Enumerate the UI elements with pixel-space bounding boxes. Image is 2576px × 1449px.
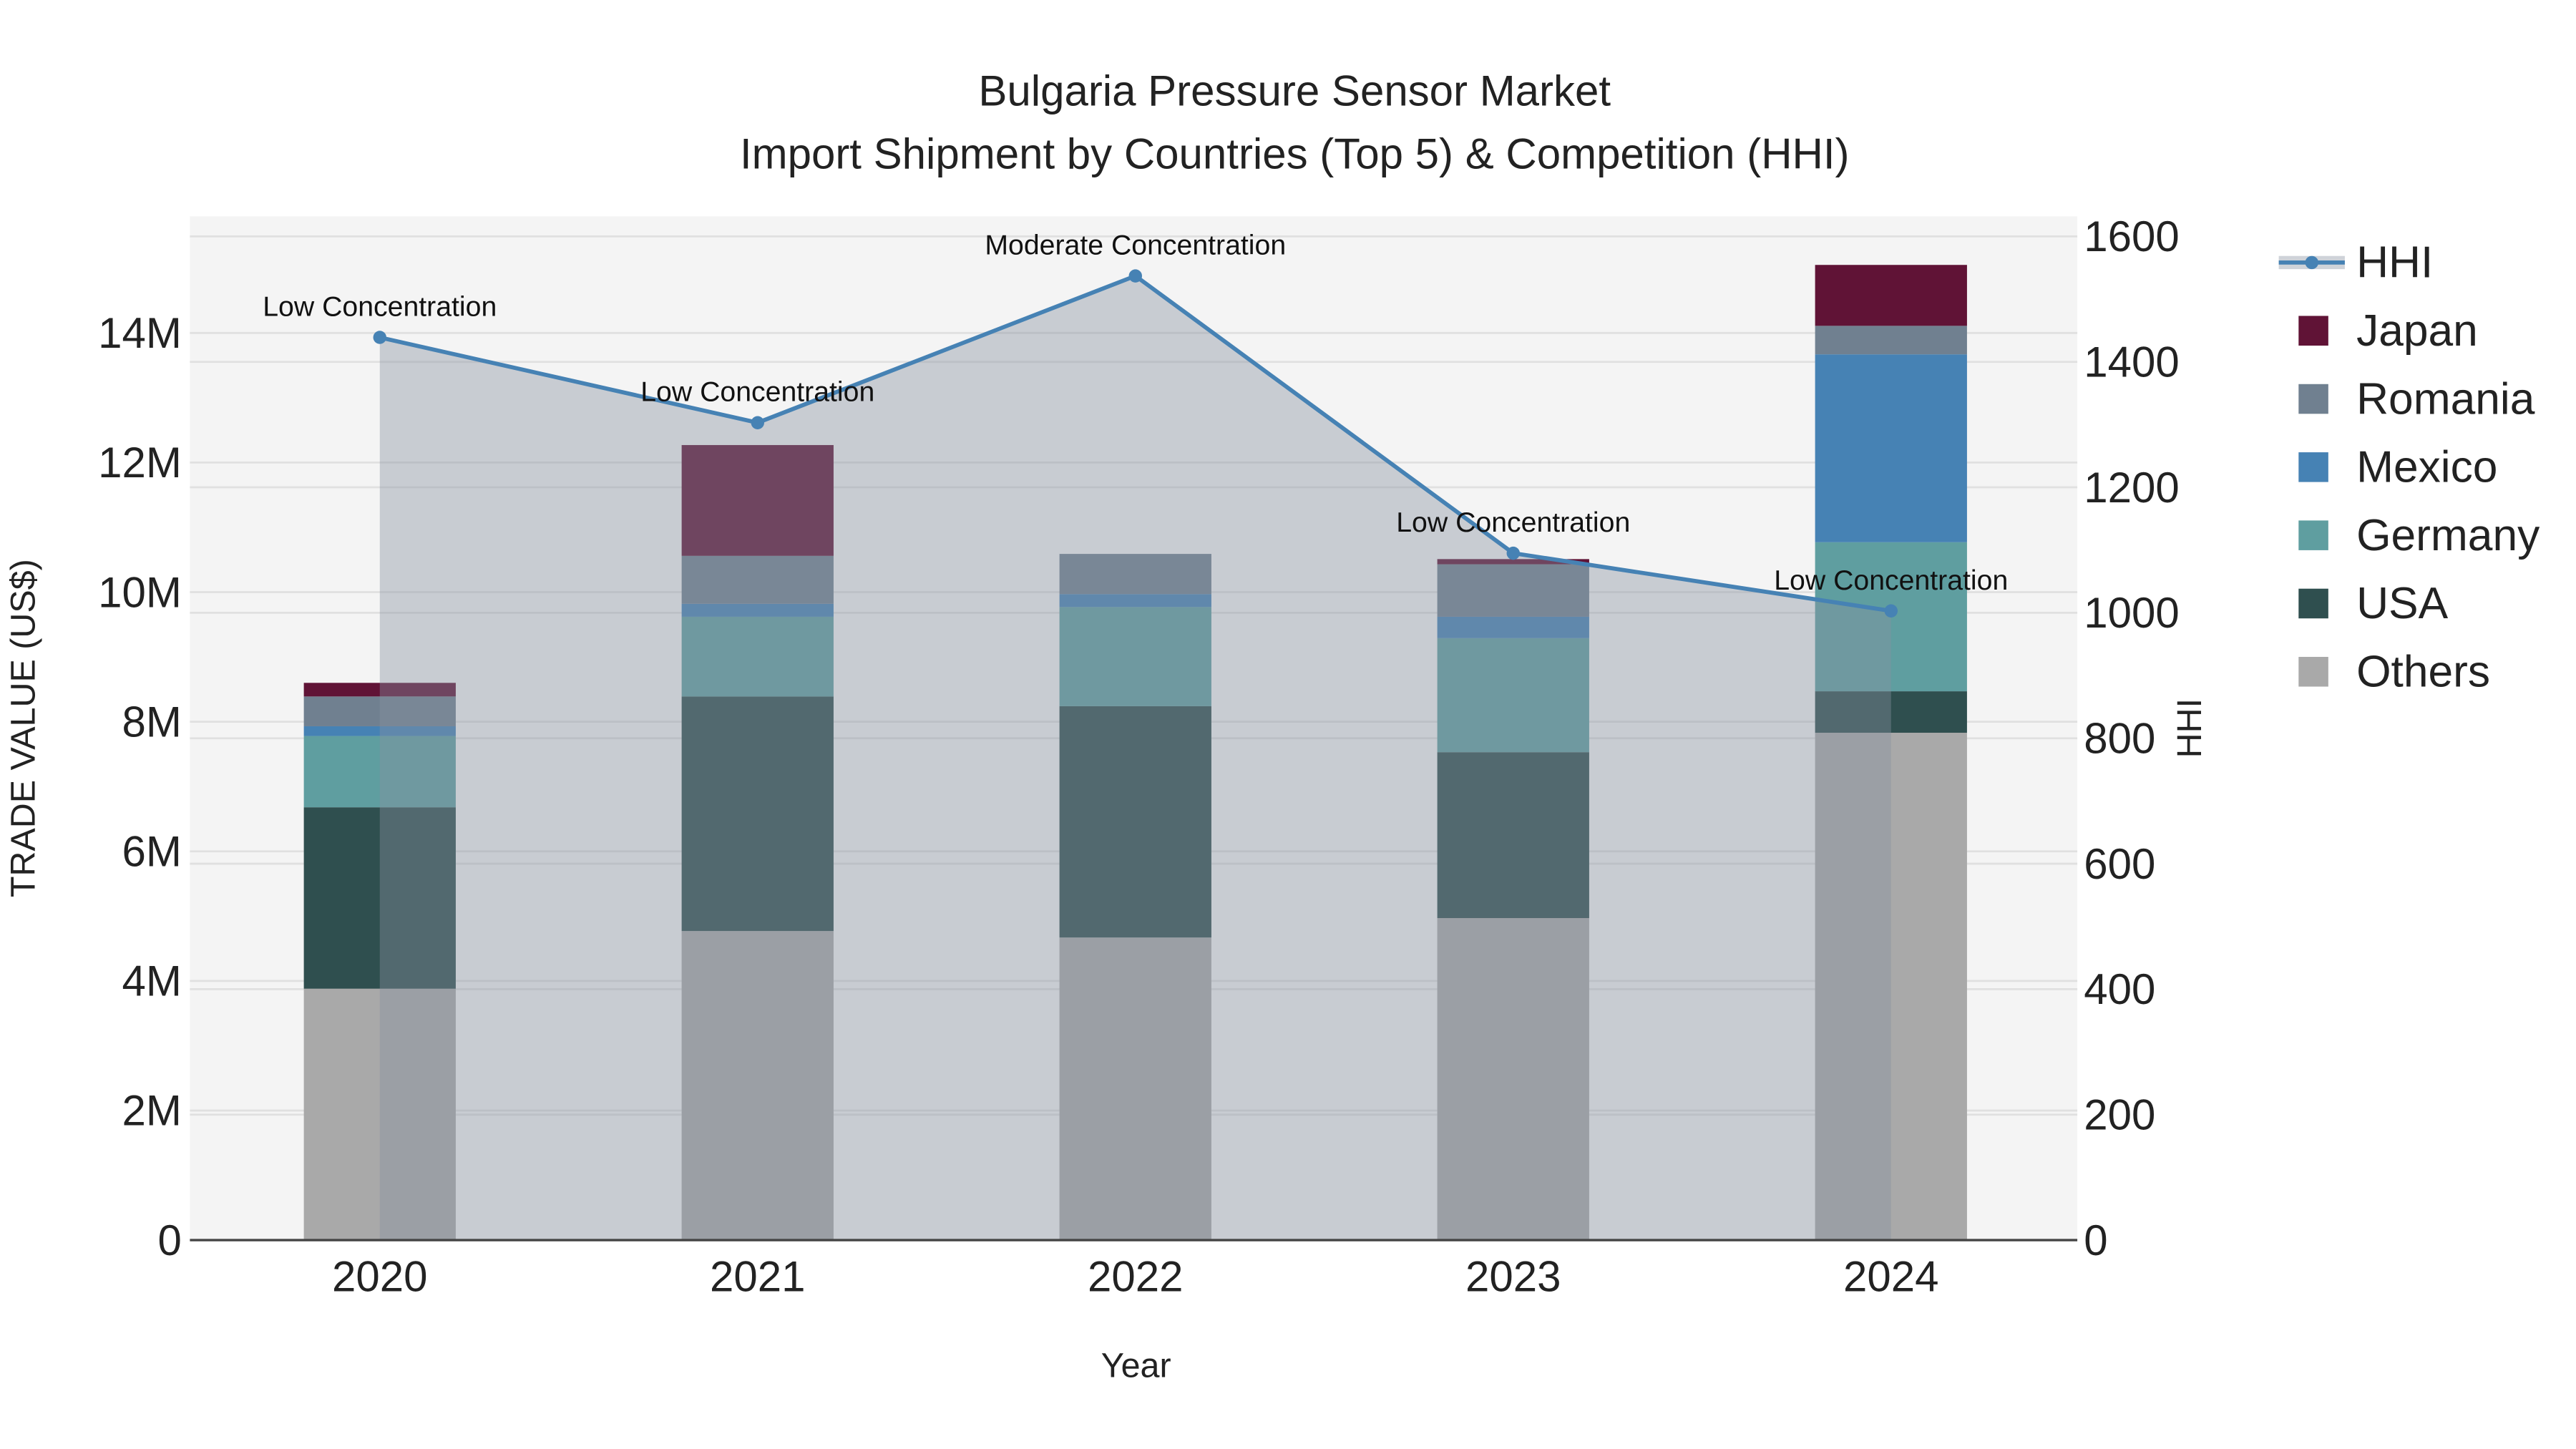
hhi-point-2020[interactable] [373,331,386,344]
legend-label: Romania [2356,374,2535,424]
legend-label: Mexico [2356,443,2497,492]
x-axis-ticks: 2020 2021 2022 2023 2024 [332,1253,1938,1301]
bar-romania-2022[interactable] [1059,554,1211,595]
bar-others-2020[interactable] [303,988,456,1241]
y2-tick-label: 400 [2084,965,2155,1013]
y-axis-ticks: 0 2M 4M 6M 8M 10M 12M 14M [98,309,182,1264]
hhi-annotation: Low Concentration [1774,565,2008,596]
y2-tick-label: 800 [2084,714,2155,762]
bar-usa-2021[interactable] [681,696,834,932]
bar-usa-2020[interactable] [303,807,456,989]
hhi-area [379,275,1891,1241]
x-tick-label: 2024 [1843,1253,1938,1301]
bar-romania-2021[interactable] [681,555,834,604]
bar-germany-2021[interactable] [681,616,834,697]
bar-others-2022[interactable] [1059,937,1211,1241]
bar-japan-2020[interactable] [303,683,456,697]
y-axis-label: TRADE VALUE (US$) [4,559,42,897]
legend-label: Germany [2356,511,2540,560]
x-tick-label: 2022 [1088,1253,1183,1301]
x-tick-label: 2023 [1465,1253,1561,1301]
bar-others-2023[interactable] [1437,918,1589,1241]
bar-germany-2022[interactable] [1059,607,1211,706]
y2-tick-label: 0 [2084,1216,2107,1264]
hhi-point-2022[interactable] [1128,269,1142,283]
y-tick-label: 0 [157,1216,181,1264]
y2-tick-label: 1400 [2084,338,2179,386]
bar-japan-2024[interactable] [1815,265,1967,326]
x-tick-label: 2021 [710,1253,805,1301]
bars [303,265,1967,1241]
y2-tick-label: 600 [2084,840,2155,888]
y2-tick-label: 1600 [2084,213,2179,260]
y-tick-label: 8M [122,698,181,746]
y2-tick-label: 1200 [2084,464,2179,512]
bar-germany-2020[interactable] [303,736,456,808]
x-tick-label: 2020 [332,1253,427,1301]
legend-item-mexico[interactable]: Mexico [2298,443,2497,492]
bar-usa-2023[interactable] [1437,752,1589,919]
legend-label: Japan [2356,306,2478,356]
hhi-annotation: Low Concentration [640,376,874,408]
hhi-annotation: Moderate Concentration [985,230,1286,261]
legend-item-germany[interactable]: Germany [2298,511,2540,560]
legend-label: USA [2356,579,2449,628]
y2-axis-ticks: 0 200 400 600 800 1000 1200 1400 1600 [2084,213,2179,1264]
bar-mexico-2020[interactable] [303,726,456,736]
y2-tick-label: 1000 [2084,589,2179,637]
legend-item-romania[interactable]: Romania [2298,374,2535,424]
bar-mexico-2023[interactable] [1437,616,1589,638]
legend-marker [2305,255,2318,270]
bar-romania-2020[interactable] [303,696,456,726]
bar-japan-2021[interactable] [681,444,834,556]
chart-title: Bulgaria Pressure Sensor Market [978,67,1611,115]
hhi-annotation: Low Concentration [263,291,497,323]
bar-japan-2023[interactable] [1437,559,1589,565]
legend-item-japan[interactable]: Japan [2298,306,2478,356]
bar-mexico-2022[interactable] [1059,594,1211,608]
y-tick-label: 4M [122,957,181,1005]
legend-swatch [2298,520,2328,550]
legend-item-others[interactable]: Others [2298,648,2490,697]
chart-subtitle: Import Shipment by Countries (Top 5) & C… [740,130,1850,177]
x-axis-label: Year [1101,1347,1171,1385]
y-tick-label: 12M [98,439,182,487]
bar-romania-2023[interactable] [1437,564,1589,617]
legend-swatch [2298,588,2328,619]
y2-axis-label: HHI [2170,698,2209,758]
legend-swatch [2298,657,2328,687]
bar-usa-2022[interactable] [1059,706,1211,938]
legend-label: HHI [2356,238,2433,288]
bar-others-2021[interactable] [681,931,834,1241]
y2-tick-label: 200 [2084,1091,2155,1139]
legend: HHI Japan Romania Mexico Germany USA Others [2278,238,2540,697]
y-tick-label: 6M [122,828,181,876]
bar-mexico-2024[interactable] [1815,354,1967,542]
hhi-point-2024[interactable] [1884,604,1898,618]
bar-usa-2024[interactable] [1815,691,1967,733]
hhi-point-2021[interactable] [751,416,764,429]
bar-germany-2023[interactable] [1437,638,1589,753]
legend-swatch [2298,384,2328,414]
bar-others-2024[interactable] [1815,733,1967,1241]
legend-label: Others [2356,648,2490,697]
legend-item-hhi[interactable]: HHI [2278,238,2434,288]
y-tick-label: 10M [98,568,182,616]
legend-swatch [2298,316,2328,346]
hhi-annotation: Low Concentration [1396,507,1630,538]
y-tick-label: 14M [98,309,182,357]
legend-swatch [2298,452,2328,482]
bar-romania-2024[interactable] [1815,326,1967,355]
y-tick-label: 2M [122,1087,181,1135]
hhi-point-2023[interactable] [1506,546,1520,560]
hhi-points: Low Concentration Low Concentration Modera… [263,230,2008,618]
bar-mexico-2021[interactable] [681,603,834,617]
legend-item-usa[interactable]: USA [2298,579,2449,628]
